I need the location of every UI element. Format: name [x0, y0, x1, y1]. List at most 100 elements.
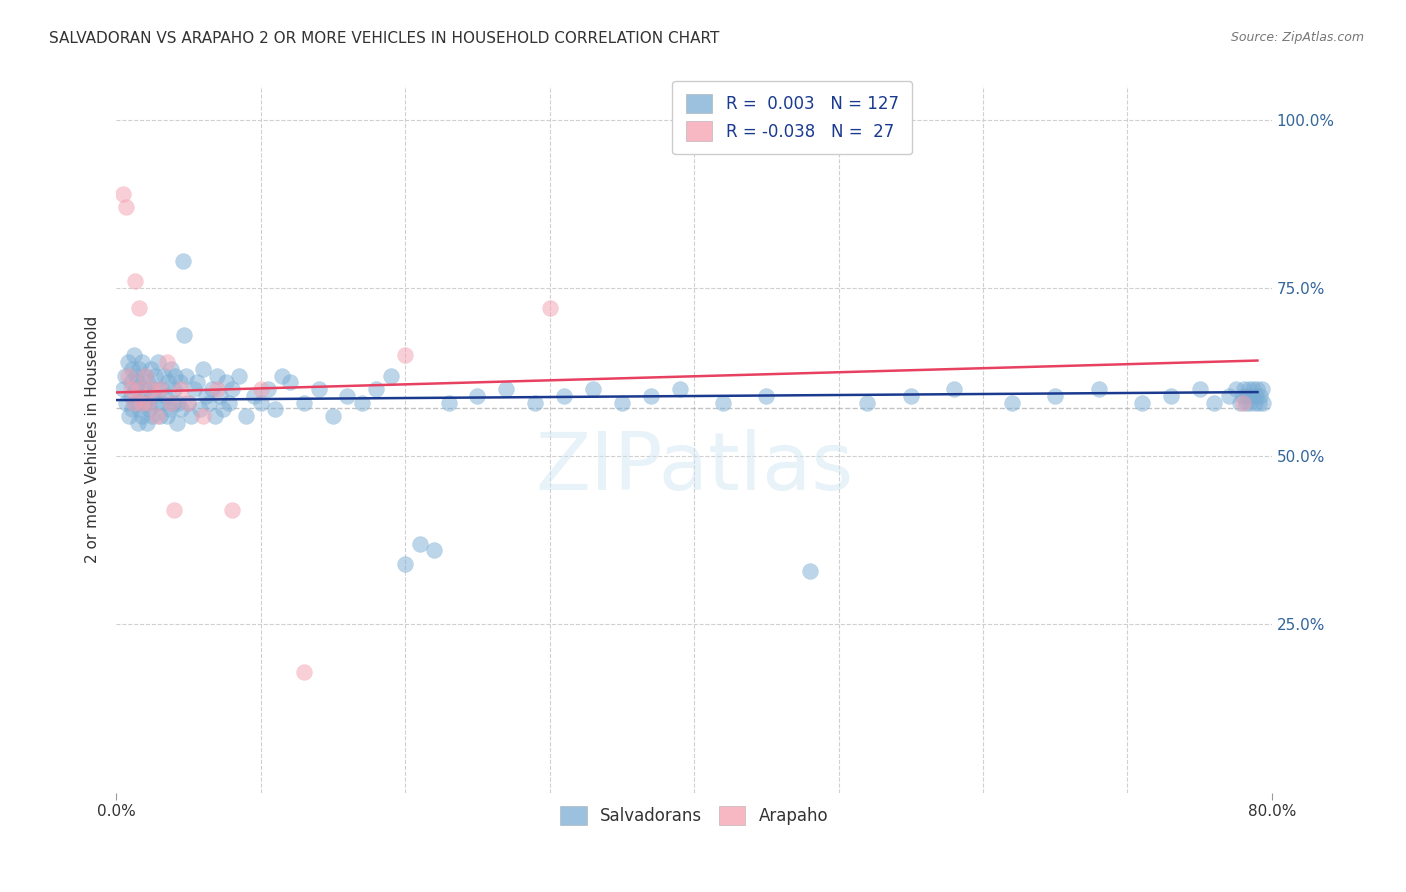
Point: [160, 362, 183, 376]
Point: [134, 368, 156, 383]
Point: [128, 362, 150, 376]
Point: [799, 564, 821, 578]
Point: [640, 389, 662, 403]
Point: [900, 389, 922, 403]
Point: [221, 382, 243, 396]
Point: [1232, 395, 1254, 409]
Point: [112, 382, 135, 396]
Point: [159, 402, 181, 417]
Point: [155, 389, 177, 403]
Point: [174, 368, 197, 383]
Point: [166, 416, 188, 430]
Text: Source: ZipAtlas.com: Source: ZipAtlas.com: [1230, 31, 1364, 45]
Point: [215, 376, 238, 390]
Point: [271, 368, 294, 383]
Point: [292, 665, 315, 679]
Point: [169, 376, 191, 390]
Point: [194, 389, 217, 403]
Point: [142, 382, 165, 396]
Point: [135, 416, 157, 430]
Point: [1233, 382, 1256, 396]
Point: [308, 382, 330, 396]
Point: [121, 402, 143, 417]
Point: [437, 395, 460, 409]
Point: [146, 355, 169, 369]
Point: [149, 382, 172, 396]
Point: [856, 395, 879, 409]
Point: [128, 402, 150, 417]
Point: [553, 389, 575, 403]
Point: [423, 543, 446, 558]
Point: [191, 362, 214, 376]
Point: [139, 362, 162, 376]
Point: [160, 395, 183, 409]
Point: [207, 368, 229, 383]
Point: [163, 382, 186, 396]
Point: [120, 376, 142, 390]
Point: [1250, 382, 1272, 396]
Point: [180, 409, 202, 423]
Point: [1234, 395, 1257, 409]
Point: [1241, 382, 1264, 396]
Point: [186, 376, 208, 390]
Point: [134, 368, 156, 383]
Point: [114, 368, 136, 383]
Point: [495, 382, 517, 396]
Legend: Salvadorans, Arapaho: Salvadorans, Arapaho: [551, 797, 837, 834]
Point: [112, 186, 135, 201]
Point: [257, 382, 280, 396]
Point: [163, 503, 186, 517]
Point: [122, 348, 145, 362]
Point: [394, 557, 416, 571]
Point: [394, 348, 416, 362]
Point: [668, 382, 690, 396]
Point: [1246, 382, 1268, 396]
Point: [136, 395, 159, 409]
Point: [143, 368, 166, 383]
Point: [153, 368, 176, 383]
Point: [524, 395, 547, 409]
Point: [221, 503, 243, 517]
Point: [1087, 382, 1109, 396]
Text: ZIPatlas: ZIPatlas: [536, 429, 853, 507]
Point: [170, 382, 193, 396]
Point: [264, 402, 287, 417]
Point: [197, 395, 219, 409]
Point: [173, 328, 195, 343]
Point: [120, 389, 142, 403]
Point: [408, 537, 430, 551]
Point: [165, 368, 187, 383]
Point: [755, 389, 778, 403]
Point: [350, 395, 373, 409]
Point: [150, 382, 173, 396]
Point: [127, 382, 149, 396]
Point: [1204, 395, 1226, 409]
Point: [538, 301, 561, 316]
Point: [322, 409, 344, 423]
Point: [1251, 395, 1274, 409]
Point: [1188, 382, 1211, 396]
Point: [1232, 389, 1254, 403]
Point: [127, 416, 149, 430]
Point: [218, 395, 240, 409]
Point: [117, 368, 139, 383]
Point: [145, 409, 167, 423]
Point: [125, 382, 148, 396]
Point: [1001, 395, 1024, 409]
Point: [1045, 389, 1067, 403]
Point: [124, 395, 146, 409]
Point: [118, 409, 141, 423]
Point: [1243, 395, 1265, 409]
Y-axis label: 2 or more Vehicles in Household: 2 or more Vehicles in Household: [86, 316, 100, 563]
Point: [167, 395, 190, 409]
Point: [131, 409, 153, 423]
Point: [141, 389, 163, 403]
Point: [188, 402, 211, 417]
Point: [156, 409, 179, 423]
Point: [610, 395, 633, 409]
Point: [177, 395, 200, 409]
Point: [209, 389, 232, 403]
Point: [292, 395, 315, 409]
Point: [278, 376, 301, 390]
Point: [212, 402, 235, 417]
